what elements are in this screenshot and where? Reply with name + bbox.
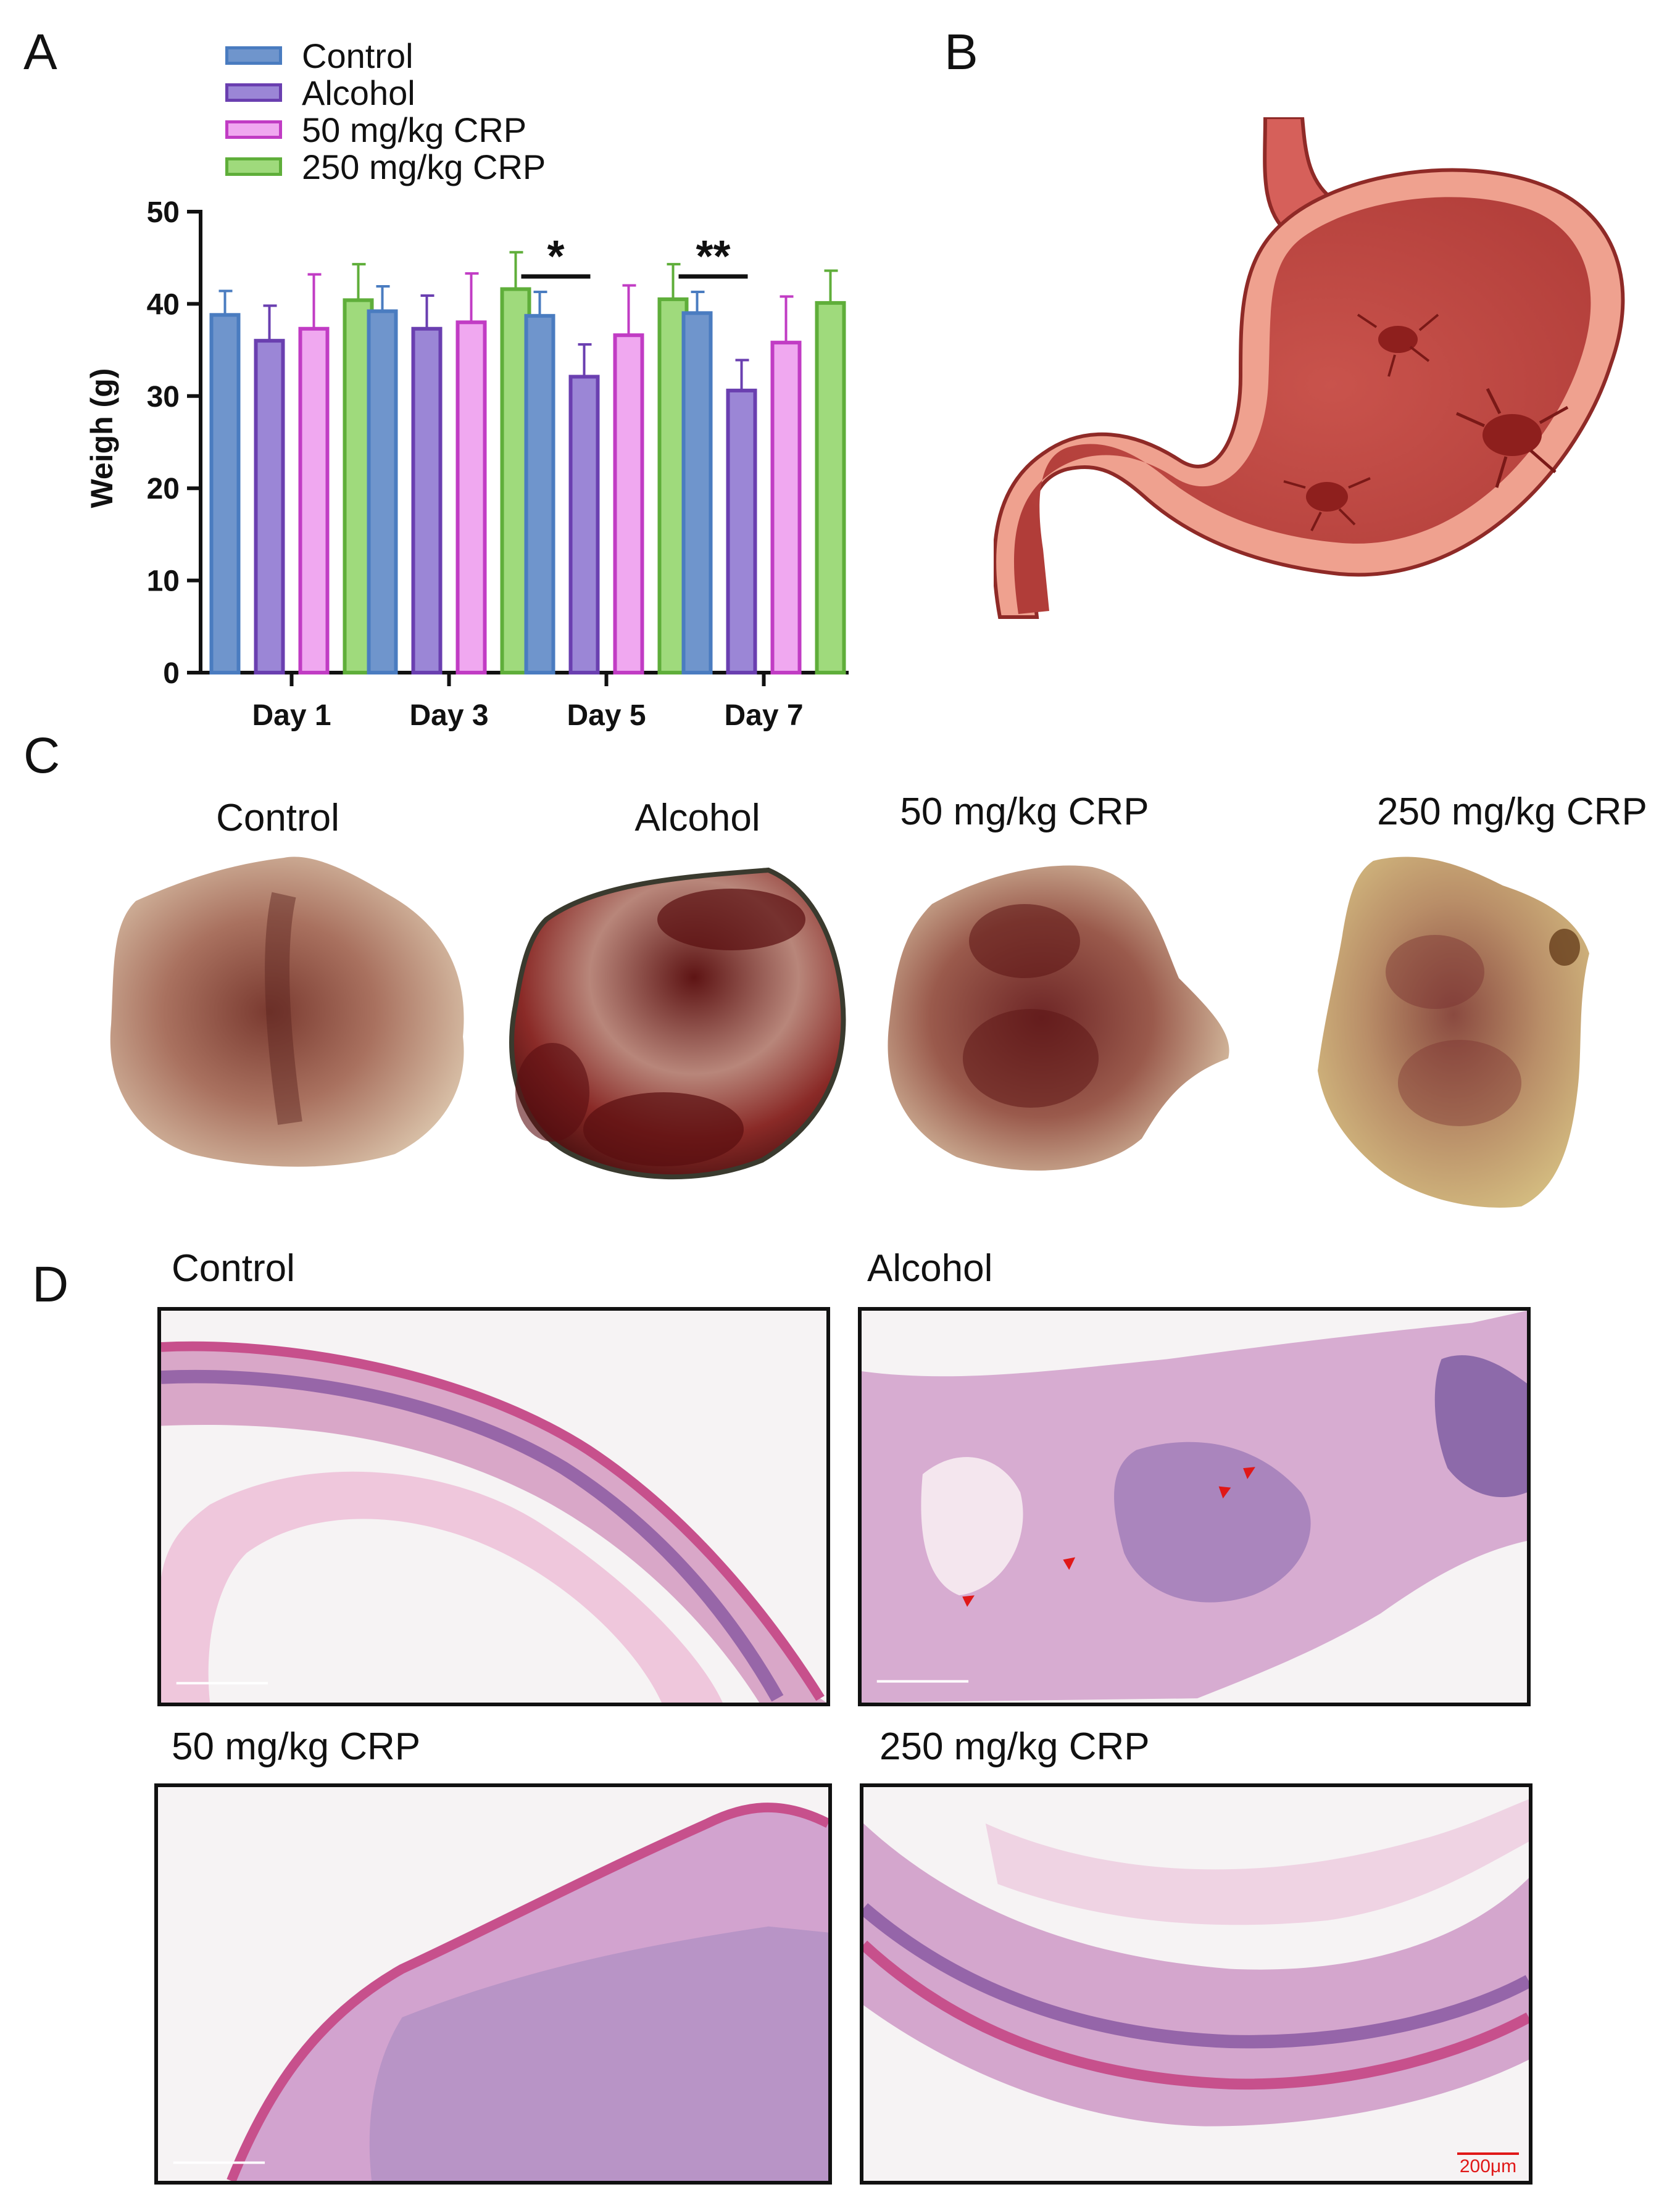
panel-label-a: A (23, 24, 57, 80)
y-axis-label: Weigh (g) (85, 368, 119, 508)
photo-label-crp250: 250 mg/kg CRP (1377, 791, 1647, 833)
bar-50-mg-kg-crp-day-3 (455, 320, 487, 674)
bar-250-mg-kg-crp-day-7 (815, 301, 846, 674)
legend-label-control: Control (302, 36, 414, 75)
histo-label-control: Control (172, 1247, 295, 1290)
photo-label-control: Control (216, 797, 339, 839)
scale-bar: 200μm (1457, 2152, 1519, 2177)
bar-control-day-3 (367, 309, 398, 674)
tissue-photo-control (110, 857, 464, 1167)
bar-50-mg-kg-crp-day-5 (613, 333, 644, 674)
histo-label-crp50: 50 mg/kg CRP (172, 1725, 421, 1768)
legend-item-crp250: 250 mg/kg CRP (225, 147, 546, 186)
legend-swatch-crp50 (225, 120, 282, 139)
significance-marker: * (547, 232, 564, 281)
tissue-photo-crp50 (888, 865, 1229, 1171)
ulcer-2 (1455, 388, 1569, 488)
y-tick-label: 30 (147, 381, 180, 413)
stomach-illustration (994, 117, 1625, 619)
chart-legend: Control Alcohol 50 mg/kg CRP 250 mg/kg C… (225, 36, 546, 186)
photo-label-alcohol: Alcohol (634, 797, 760, 839)
stomach-lining (1013, 197, 1591, 615)
y-tick-label: 20 (147, 473, 180, 505)
y-tick-label: 10 (147, 565, 180, 598)
legend-label-crp250: 250 mg/kg CRP (302, 147, 546, 186)
histology-image-alcohol (858, 1307, 1531, 1706)
panel-label-d: D (32, 1256, 69, 1313)
significance-marker: ** (696, 232, 730, 281)
histology-image-crp250: 200μm (860, 1783, 1532, 2185)
bar-alcohol-day-5 (568, 375, 600, 675)
x-tick-label: Day 1 (252, 699, 331, 732)
bar-alcohol-day-7 (726, 388, 757, 674)
y-tick-label: 40 (147, 288, 180, 321)
bar-50-mg-kg-crp-day-1 (298, 326, 330, 674)
x-tick-label: Day 7 (724, 699, 803, 732)
photo-label-crp50: 50 mg/kg CRP (900, 791, 1149, 833)
legend-label-crp50: 50 mg/kg CRP (302, 110, 527, 149)
scale-bar-label: 200μm (1459, 2156, 1517, 2177)
ulcer-1 (1357, 313, 1439, 377)
bar-alcohol-day-1 (254, 339, 285, 674)
legend-swatch-crp250 (225, 157, 282, 176)
scale-bar-line (1457, 2152, 1519, 2155)
legend-swatch-control (225, 46, 282, 65)
bar-control-day-7 (681, 311, 713, 674)
bar-alcohol-day-3 (411, 326, 443, 674)
bar-50-mg-kg-crp-day-7 (770, 341, 802, 674)
panel-label-b: B (944, 24, 978, 80)
tissue-photo-crp250 (1318, 857, 1589, 1208)
ulcer-3 (1283, 477, 1371, 531)
x-tick-label: Day 5 (567, 699, 646, 732)
histo-label-alcohol: Alcohol (867, 1247, 993, 1290)
legend-swatch-alcohol (225, 83, 282, 102)
y-tick-label: 50 (147, 196, 180, 229)
histology-image-control (157, 1307, 830, 1706)
legend-item-alcohol: Alcohol (225, 73, 546, 112)
legend-item-control: Control (225, 36, 546, 75)
legend-item-crp50: 50 mg/kg CRP (225, 110, 546, 149)
weight-bar-chart: 0 10 20 30 40 50 Day 1 Day 3 Day 5 * Day 7 ** Weigh… (85, 196, 849, 732)
x-tick-label: Day 3 (409, 699, 488, 732)
y-tick-label: 0 (163, 657, 180, 690)
panel-label-c: C (23, 728, 60, 784)
histo-label-crp250: 250 mg/kg CRP (880, 1725, 1150, 1768)
bar-control-day-5 (524, 313, 555, 674)
legend-label-alcohol: Alcohol (302, 73, 415, 112)
bar-control-day-1 (209, 313, 241, 674)
tissue-photo-alcohol (509, 867, 846, 1180)
histology-image-crp50 (154, 1783, 832, 2185)
